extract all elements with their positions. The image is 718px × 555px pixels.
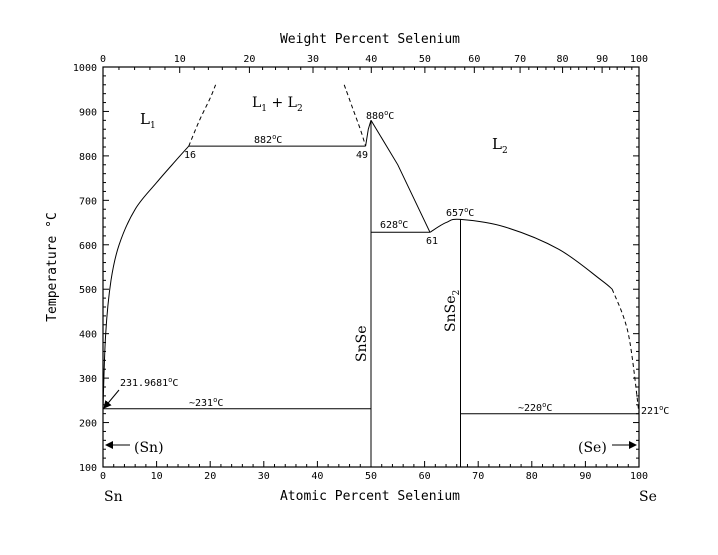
x-tick-label: 40 [311, 471, 323, 482]
y-tick-label: 500 [79, 285, 97, 296]
top-tick-label: 50 [419, 54, 431, 65]
top-tick-label: 80 [557, 54, 569, 65]
composition-16: 16 [184, 150, 196, 161]
phase-label-l2: L2 [492, 135, 508, 156]
y-tick-label: 100 [79, 463, 97, 474]
se-end-label: Se [639, 489, 657, 505]
boundary-liquidus-snse-left [365, 120, 372, 147]
phase-label-l1-l2: L1 + L2 [252, 95, 303, 114]
y-tick-label: 400 [79, 330, 97, 341]
y-axis-title: Temperature °C [45, 212, 60, 322]
top-tick-label: 100 [630, 54, 648, 65]
y-tick-label: 900 [79, 107, 97, 118]
composition-61: 61 [426, 236, 438, 247]
x-tick-label: 30 [258, 471, 270, 482]
temp-628: 628oC [380, 218, 408, 231]
top-tick-label: 70 [514, 54, 526, 65]
y-tick-label: 600 [79, 241, 97, 252]
temp-220: ~220oC [518, 401, 552, 414]
x-tick-label: 80 [526, 471, 538, 482]
x-tick-label: 60 [419, 471, 431, 482]
bottom-axis-title: Atomic Percent Selenium [280, 489, 460, 504]
y-tick-label: 300 [79, 374, 97, 385]
temp-882: 882oC [254, 133, 282, 146]
boundary-liquidus-snse-right [370, 120, 431, 233]
x-tick-label: 0 [100, 471, 106, 482]
x-tick-label: 100 [630, 471, 648, 482]
x-tick-label: 10 [151, 471, 163, 482]
y-axis-ticks: 100 200 300 400 500 600 700 800 900 1000 [73, 63, 639, 474]
temp-221: 221oC [641, 404, 669, 417]
top-tick-label: 60 [468, 54, 480, 65]
sn-end-label: Sn [104, 489, 123, 505]
top-tick-label: 90 [596, 54, 608, 65]
phase-label-sn-solid: (Sn) [134, 440, 164, 456]
phase-label-snse2: SnSe2 [443, 290, 462, 332]
y-tick-label: 1000 [73, 63, 97, 74]
temp-231-9681: 231.9681oC [120, 376, 178, 389]
dashed-miscibility-right [343, 84, 367, 147]
phase-label-snse: SnSe [354, 326, 370, 362]
top-tick-label: 20 [243, 54, 255, 65]
x-tick-label: 50 [365, 471, 377, 482]
sn-melting-arrow [103, 389, 120, 409]
x-tick-label: 90 [579, 471, 591, 482]
dashed-liquidus-se-end [611, 289, 640, 414]
phase-boundaries [102, 84, 640, 467]
boundary-liquidus-sn [102, 145, 190, 409]
top-tick-label: 30 [307, 54, 319, 65]
top-tick-label: 10 [174, 54, 186, 65]
temp-657: 657oC [446, 206, 474, 219]
boundary-liquidus-snse2 [429, 218, 613, 290]
dashed-miscibility-left [188, 84, 217, 147]
x-tick-label: 20 [204, 471, 216, 482]
y-tick-label: 800 [79, 152, 97, 163]
top-tick-label: 40 [365, 54, 377, 65]
temp-880: 880oC [366, 109, 394, 122]
x-axis-bottom-ticks: 0 10 20 30 40 50 60 70 80 90 100 [100, 461, 648, 482]
x-tick-label: 70 [472, 471, 484, 482]
composition-49: 49 [356, 150, 368, 161]
top-axis-title: Weight Percent Selenium [280, 32, 460, 47]
temp-231: ~231oC [189, 396, 223, 409]
y-tick-label: 200 [79, 419, 97, 430]
phase-label-l1: L1 [140, 110, 156, 131]
y-tick-label: 700 [79, 196, 97, 207]
phase-label-se-solid: (Se) [578, 440, 607, 456]
x-axis-top-ticks: 0 10 20 30 40 50 60 70 80 90 100 [100, 54, 648, 73]
top-tick-label: 0 [100, 54, 106, 65]
